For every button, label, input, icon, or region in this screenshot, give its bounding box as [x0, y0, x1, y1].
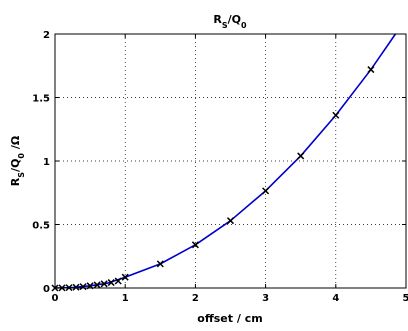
- data-point-marker: [121, 273, 129, 281]
- x-tick-label: 2: [192, 293, 199, 304]
- y-tick-label: 2: [43, 30, 50, 41]
- data-point-marker: [262, 187, 270, 195]
- data-point-marker: [107, 279, 115, 287]
- y-tick-label: 1.5: [32, 94, 50, 105]
- y-axis-label: RS/Q0 /Ω: [9, 135, 26, 186]
- series-line: [54, 33, 397, 289]
- data-point-marker: [114, 277, 122, 285]
- y-tick-label: 0: [43, 284, 50, 295]
- tick-layer: 0 1 2 3 4 5 0 0.5 1 1.5 2: [32, 30, 408, 304]
- x-tick-label: 1: [122, 293, 129, 304]
- data-point-marker: [226, 217, 235, 225]
- data-point-marker: [191, 241, 199, 249]
- line-layer: [54, 33, 397, 289]
- x-tick-label: 4: [332, 293, 339, 304]
- data-point-marker: [79, 283, 87, 291]
- x-tick-label: 3: [262, 293, 269, 304]
- x-tick-label: 5: [403, 293, 408, 304]
- grid-layer: [55, 34, 406, 288]
- data-point-marker: [332, 111, 340, 119]
- marker-layer: [51, 66, 375, 292]
- data-point-marker: [156, 260, 164, 268]
- x-tick-label: 0: [52, 293, 59, 304]
- data-point-marker: [93, 281, 101, 289]
- data-point-marker: [100, 280, 108, 288]
- data-point-marker: [72, 283, 80, 291]
- data-point-marker: [297, 152, 305, 160]
- chart-title: RS/Q0: [213, 13, 247, 30]
- y-tick-label: 0.5: [32, 221, 50, 232]
- x-axis-label: offset / cm: [197, 312, 262, 325]
- data-point-marker: [367, 66, 375, 74]
- y-tick-label: 1: [43, 157, 50, 168]
